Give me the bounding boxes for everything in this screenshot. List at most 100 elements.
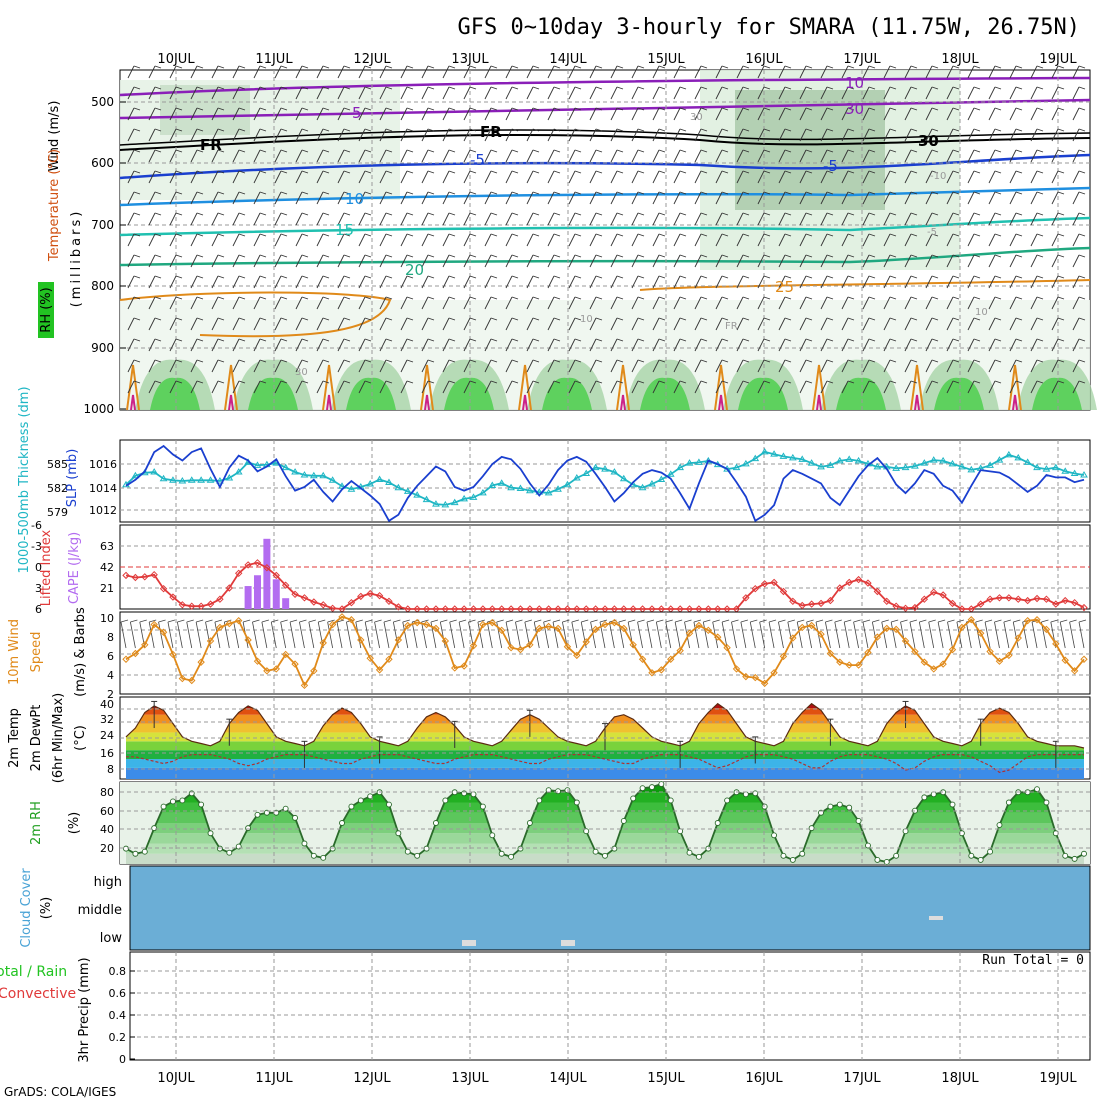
wind-barb (211, 254, 219, 268)
wind-barb (757, 254, 765, 268)
wind-barb (721, 107, 729, 111)
wind-barb (673, 233, 681, 247)
dewpoint-line (126, 754, 1084, 774)
wind-barb (301, 359, 309, 363)
wind-barb (1036, 254, 1044, 258)
wind-barb (232, 107, 240, 121)
wind-barb (421, 275, 429, 289)
cape-bar (282, 598, 290, 609)
wind-barb (442, 86, 450, 100)
wind-barb (1036, 317, 1044, 321)
wind-barb (658, 212, 666, 216)
wind-barb (750, 619, 758, 623)
wind-barb (205, 619, 213, 623)
data-point (123, 845, 129, 852)
wind-barb (904, 191, 912, 205)
wind-barb (568, 149, 576, 163)
wind-barb (610, 212, 618, 226)
y-tick-label: 0.6 (109, 987, 127, 1000)
data-point (441, 637, 450, 645)
wind-barb (169, 107, 177, 121)
rh-band (126, 853, 1084, 864)
wind-barb (379, 338, 387, 352)
slp-line (125, 444, 1085, 523)
wind-barb (448, 233, 456, 237)
contour-label: 10 (580, 314, 593, 325)
wind-barb (637, 212, 645, 216)
wind-barb (427, 170, 435, 174)
data-point (723, 643, 731, 652)
wind-barb (1078, 86, 1086, 90)
wind-barb (715, 86, 723, 100)
wind-barb (562, 619, 570, 623)
wind-barb (853, 619, 861, 623)
wind-barb (295, 128, 303, 142)
wind-barb (778, 317, 786, 331)
wind-barb (757, 275, 765, 289)
wind-barb (694, 380, 702, 394)
wind-barb (295, 359, 303, 373)
wind-barb (1036, 107, 1044, 111)
cape-bar (253, 575, 261, 609)
wind-barb (469, 275, 477, 279)
wind-barb (301, 170, 309, 174)
wind-barb (484, 212, 492, 226)
wind-barb (301, 254, 309, 258)
data-point (893, 852, 900, 859)
wind-barb (274, 149, 282, 163)
wind-barb (211, 338, 219, 352)
wind-barb (385, 65, 393, 69)
wind-barb (322, 317, 330, 321)
wind-barb (301, 296, 309, 300)
wind-barb (547, 149, 555, 163)
y-tick-label: 0.8 (109, 965, 127, 978)
wind-barb (925, 86, 933, 100)
wind-barb (400, 275, 408, 289)
wind-barb (190, 149, 198, 163)
wind-barb (253, 170, 261, 184)
wind-barb (931, 86, 939, 90)
data-point (921, 794, 928, 801)
wind-barb (553, 86, 561, 90)
data-point (272, 665, 280, 673)
wind-barb (658, 170, 666, 174)
wind-barb (154, 296, 162, 300)
wind-barb (175, 149, 183, 153)
wind-barb (274, 380, 282, 394)
data-point (545, 787, 552, 794)
wind-barb (154, 212, 162, 216)
wind-barb (400, 170, 408, 184)
wind-barb (736, 359, 744, 373)
wind-barb (490, 254, 498, 258)
data-point (122, 571, 130, 580)
precip-grid (130, 952, 1090, 1060)
wind-barb (820, 254, 828, 268)
wind-barb (1009, 359, 1017, 373)
wind-barb (463, 296, 471, 310)
wind-barb (673, 191, 681, 205)
wind-barb (679, 254, 687, 258)
data-point (310, 667, 318, 675)
wind-barb (589, 212, 597, 226)
wind-barb (130, 619, 138, 623)
wind-barb (700, 128, 708, 132)
wind-barb (301, 65, 309, 69)
wind-barb (463, 65, 471, 79)
wind-barb (301, 338, 309, 342)
data-point (704, 626, 713, 635)
wind-barb (742, 317, 750, 321)
data-point (799, 850, 806, 857)
data-point (901, 604, 910, 613)
wind-barb (679, 107, 687, 111)
wind-barb (468, 619, 476, 623)
wind-barb (217, 86, 225, 90)
wind-barb (1015, 86, 1023, 90)
data-point (234, 616, 243, 625)
wind-barb (543, 619, 551, 623)
wind-barb (274, 191, 282, 205)
data-point (666, 470, 675, 477)
wind-barb (763, 128, 771, 132)
pressure-tick-label: 800 (91, 279, 114, 293)
data-point (432, 624, 440, 633)
wind-barb (946, 359, 954, 373)
